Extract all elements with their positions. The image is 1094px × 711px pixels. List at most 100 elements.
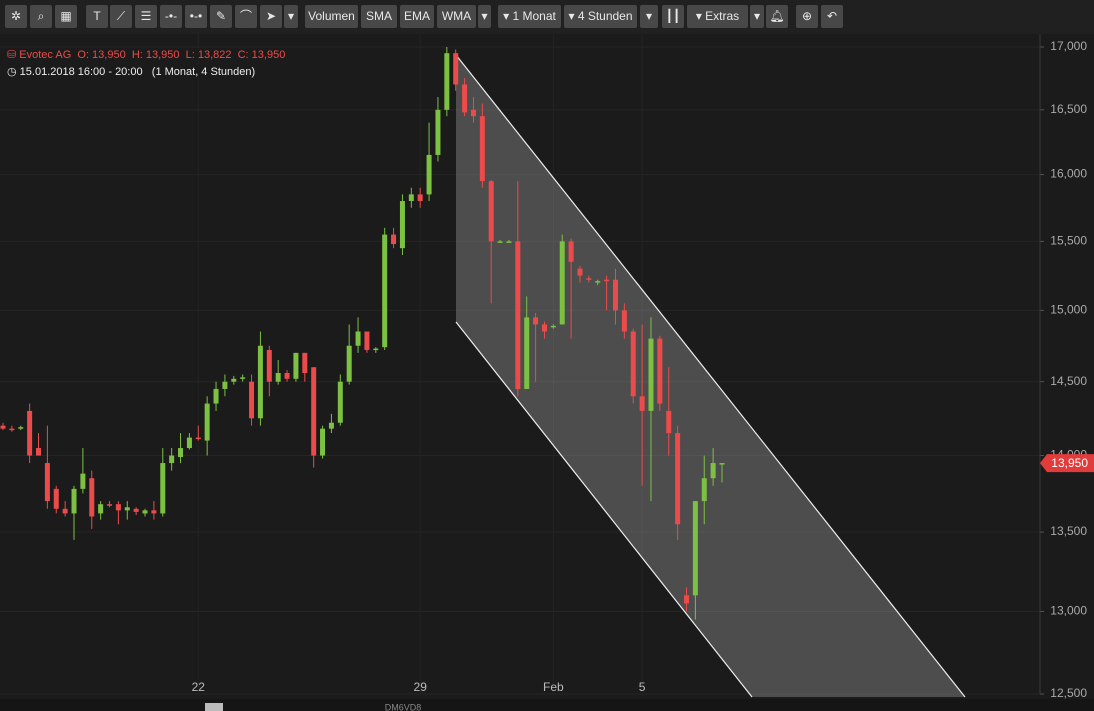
pointer-tool[interactable]: ➤ (260, 5, 282, 28)
text-tool[interactable]: T (86, 5, 108, 28)
candle-body (53, 488, 59, 509)
candle-body (160, 463, 166, 514)
clock-icon: ◷ (7, 66, 20, 78)
y-tick-label: 15,000 (1050, 303, 1087, 317)
layout-button[interactable]: ▦ (55, 5, 77, 28)
candle-body (586, 278, 592, 280)
candle-body (462, 84, 468, 113)
candle-body (204, 403, 210, 441)
interval-button[interactable]: ▾ 4 Stunden (564, 5, 637, 28)
toolbar: ✲ ⌕ ▦ T ⟋ ☰ -•- •-• ✎ ⌒ ➤ ▾ Volumen SMA … (0, 0, 1094, 35)
range-label: 1 Monat (512, 9, 556, 23)
interval-label: 4 Stunden (577, 9, 633, 23)
candle-body (240, 377, 246, 379)
candle-body (524, 317, 530, 389)
candle-body (515, 241, 521, 389)
ohlc: O: 13,950 H: 13,950 L: 13,822 C: 13,950 (77, 49, 286, 61)
scroll-thumb[interactable] (205, 703, 223, 711)
candle-body (444, 53, 450, 110)
y-tick-label: 14,500 (1050, 374, 1087, 388)
candle-body (710, 463, 716, 479)
candle-body (399, 201, 405, 249)
candle-body (107, 504, 113, 506)
candle-body (284, 373, 290, 379)
candle-body (630, 331, 636, 397)
candle-body (559, 241, 565, 325)
dropdown[interactable]: ▾ (284, 5, 298, 28)
candle-body (328, 422, 334, 429)
candle-body (408, 194, 414, 202)
x-tick-label: 29 (414, 680, 428, 694)
y-tick-label: 16,000 (1050, 167, 1087, 181)
candle-body (275, 373, 281, 382)
candle-body (293, 352, 299, 379)
candle-body (453, 53, 459, 85)
arc-tool[interactable]: ⌒ (235, 5, 257, 28)
candle-body (71, 488, 77, 514)
candle-body (621, 310, 627, 332)
candle-body (346, 345, 352, 382)
fib-tool[interactable]: ☰ (135, 5, 157, 28)
candle-body (470, 109, 476, 117)
price-marker-bg (1040, 454, 1094, 473)
sma-button[interactable]: SMA (361, 5, 397, 28)
candle-body (213, 388, 219, 404)
wma-button[interactable]: WMA (437, 5, 476, 28)
candle-body (488, 181, 494, 242)
price-marker: 13,950 (1051, 456, 1088, 470)
y-tick-label: 17,000 (1050, 39, 1087, 53)
candle-body (18, 427, 24, 429)
candle-body (541, 324, 547, 332)
settings-button[interactable]: ✲ (5, 5, 27, 28)
candle-body (373, 348, 379, 351)
candle-body (124, 507, 130, 511)
candle-body (231, 378, 237, 382)
extras-label: Extras (705, 9, 740, 23)
candle-body (657, 338, 663, 404)
candle-body (595, 281, 601, 283)
candle-body (417, 194, 423, 202)
volume-button[interactable]: Volumen (305, 5, 358, 28)
segment-tool[interactable]: •-• (185, 5, 207, 28)
dropdown[interactable]: ▾ (640, 5, 658, 28)
candle-body (675, 433, 681, 525)
candle-body (62, 508, 68, 514)
candle-body (178, 448, 184, 458)
pen-tool[interactable]: ✎ (210, 5, 232, 28)
dropdown[interactable]: ▾ (750, 5, 764, 28)
chart-type-button[interactable]: ┃┃ (662, 5, 684, 28)
extras-button[interactable]: ▾ Extras (687, 5, 748, 28)
symbol-icon: ⛁ (7, 49, 20, 61)
dropdown[interactable]: ▾ (478, 5, 491, 28)
candle-body (169, 455, 175, 464)
candle-body (98, 504, 104, 514)
candle-body (435, 109, 441, 155)
scroll-strip (0, 699, 1094, 711)
candle-body (648, 338, 654, 411)
x-tick-label: 22 (192, 680, 206, 694)
y-tick-label: 12,500 (1050, 686, 1087, 700)
chart-bg (0, 34, 1094, 711)
x-tick-label: Feb (543, 680, 564, 694)
hline-tool[interactable]: -•- (160, 5, 182, 28)
undo-button[interactable]: ↶ (821, 5, 843, 28)
candle-body (391, 234, 397, 245)
candle-body (719, 463, 725, 465)
alert-button[interactable]: 🔔︎ (766, 5, 788, 28)
search-button[interactable]: ⌕ (30, 5, 52, 28)
candle-body (80, 473, 86, 489)
candle-body (497, 241, 503, 243)
candle-body (337, 381, 343, 423)
candle-body (612, 279, 618, 311)
ema-button[interactable]: EMA (400, 5, 434, 28)
y-tick-label: 16,500 (1050, 102, 1087, 116)
candle-body (701, 478, 707, 502)
zoom-button[interactable]: ⊕ (796, 5, 818, 28)
line-tool[interactable]: ⟋ (110, 5, 132, 28)
candle-body (311, 367, 317, 456)
range-button[interactable]: ▾ 1 Monat (498, 5, 561, 28)
candle-body (550, 325, 556, 328)
candle-body (479, 116, 485, 182)
time-line: ◷ 15.01.2018 16:00 - 20:00 (1 Monat, 4 S… (4, 65, 259, 78)
